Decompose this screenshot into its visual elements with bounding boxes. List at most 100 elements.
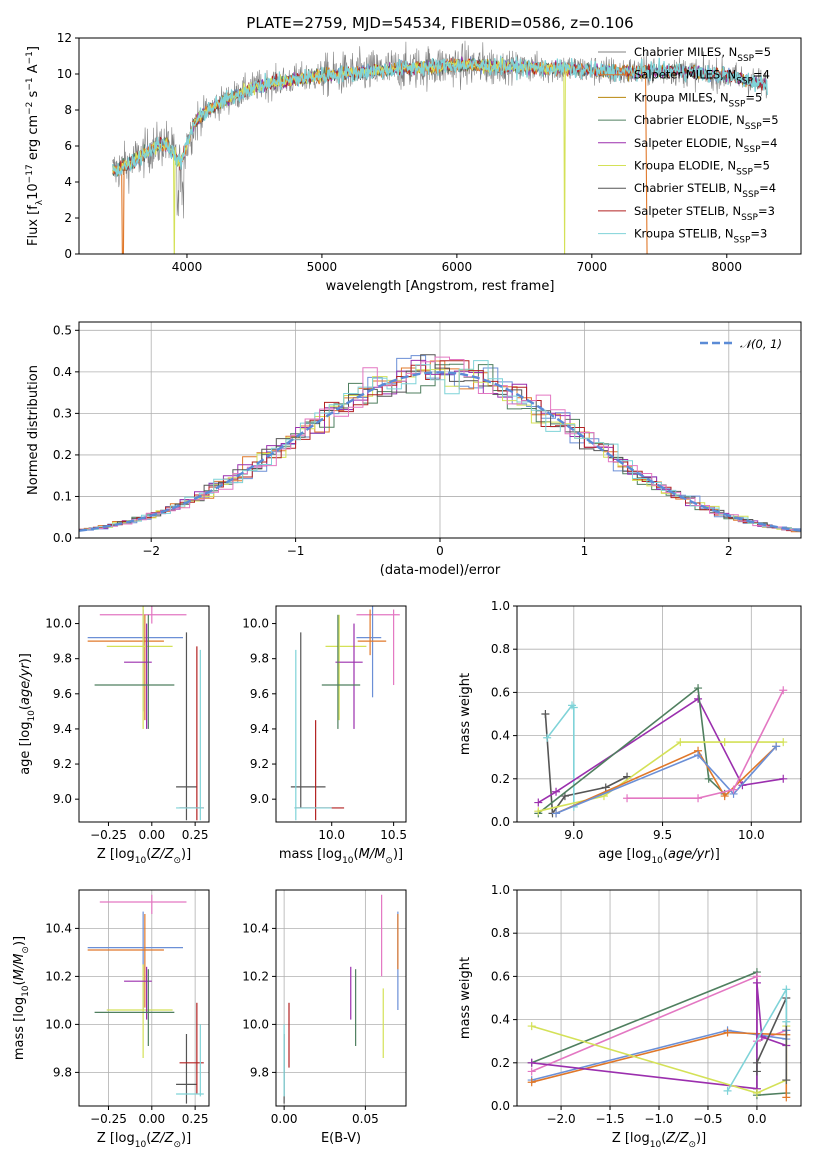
y-tick-label: 9.8 bbox=[250, 652, 269, 666]
y-axis-label: age [log10(age/yr)] bbox=[18, 653, 37, 775]
x-tick-label: 0.05 bbox=[352, 1112, 379, 1126]
x-tick-label: 10.0 bbox=[738, 828, 765, 842]
x-tick-label: 9.0 bbox=[564, 828, 583, 842]
x-tick-label: 9.5 bbox=[653, 828, 672, 842]
plus-marker bbox=[752, 978, 761, 987]
y-tick-label: 9.4 bbox=[53, 722, 72, 736]
y-tick-label: 0.1 bbox=[53, 489, 72, 503]
plus-marker bbox=[752, 1089, 761, 1098]
model-salpeter_miles bbox=[112, 58, 648, 254]
plus-marker bbox=[694, 684, 703, 693]
y-tick-label: 0.2 bbox=[491, 1056, 510, 1070]
plus-marker bbox=[694, 794, 703, 803]
x-tick-label: −1 bbox=[287, 544, 305, 558]
plus-marker bbox=[752, 1067, 761, 1076]
y-tick-label: 0 bbox=[64, 247, 72, 261]
plus-marker bbox=[527, 1022, 536, 1031]
y-tick-label: 10.4 bbox=[242, 921, 269, 935]
y-tick-label: 10.0 bbox=[242, 617, 269, 631]
weight-line-salpeter_elodie bbox=[537, 697, 784, 804]
y-tick-label: 0.0 bbox=[53, 531, 72, 545]
y-tick-label: 10.0 bbox=[45, 617, 72, 631]
plus-marker bbox=[720, 792, 729, 801]
y-tick-label: 0.2 bbox=[53, 448, 72, 462]
plus-marker bbox=[569, 703, 578, 712]
y-axis-label: mass weight bbox=[458, 957, 473, 1039]
x-tick-label: −0.25 bbox=[90, 1112, 127, 1126]
y-tick-label: 12 bbox=[57, 31, 72, 45]
y-tick-label: 9.6 bbox=[250, 687, 269, 701]
y-tick-label: 8 bbox=[64, 103, 72, 117]
weight-line-salpeter_miles bbox=[555, 745, 777, 815]
x-tick-label: −0.25 bbox=[90, 828, 127, 842]
y-tick-label: 10 bbox=[57, 67, 72, 81]
panel-2: −2 −1 0 1 2 0.0 0.1 0.2 0.3 0.4 0.5 (data-model)/er… bbox=[26, 321, 802, 578]
plot-area bbox=[87, 606, 204, 821]
legend-entry: Salpeter MILES, NSSP=4 bbox=[634, 68, 770, 87]
x-axis-label: (data-model)/error bbox=[380, 563, 501, 578]
plus-marker bbox=[601, 783, 610, 792]
y-tick-label: 10.0 bbox=[242, 1017, 269, 1031]
legend-entry: Salpeter ELODIE, NSSP=4 bbox=[634, 136, 777, 155]
legend-entry: Kroupa MILES, NSSP=5 bbox=[634, 90, 762, 109]
x-tick-label: 8000 bbox=[712, 260, 743, 274]
panel-3: −0.25 0.00 0.25 9.0 9.2 9.4 9.6 9.8 10.0 Z [log10… bbox=[18, 605, 210, 866]
plus-marker bbox=[541, 710, 550, 718]
panel-5: 9.0 9.5 10.0 0.0 0.2 0.4 0.6 0.8 1.0 age [log10(a… bbox=[458, 599, 802, 866]
plus-marker bbox=[552, 809, 561, 818]
y-axis-label: Flux [fλ10−17 erg cm−2 s−1 A−1] bbox=[25, 46, 45, 246]
y-tick-label: 10.4 bbox=[45, 921, 72, 935]
plus-marker bbox=[543, 733, 552, 742]
weight-line-kroupa_stelib bbox=[546, 704, 575, 807]
plus-marker bbox=[772, 742, 781, 751]
x-tick-label: −0.5 bbox=[693, 1112, 722, 1126]
panel-7: 0.00 0.05 9.8 10.0 10.2 10.4 E(B-V) bbox=[242, 889, 407, 1146]
plus-marker bbox=[623, 794, 632, 803]
y-tick-label: 9.0 bbox=[53, 792, 72, 806]
x-tick-label: 0.00 bbox=[138, 828, 165, 842]
y-tick-label: 9.0 bbox=[250, 792, 269, 806]
y-tick-label: 6 bbox=[64, 139, 72, 153]
x-tick-label: −2 bbox=[142, 544, 160, 558]
y-tick-label: 9.8 bbox=[250, 1065, 269, 1079]
y-tick-label: 1.0 bbox=[491, 883, 510, 897]
plus-marker bbox=[779, 686, 788, 695]
y-tick-label: 0.4 bbox=[53, 365, 72, 379]
y-tick-label: 0.6 bbox=[491, 685, 510, 699]
x-tick-label: −2.0 bbox=[546, 1112, 575, 1126]
plus-marker bbox=[723, 1028, 732, 1037]
y-tick-label: 0.8 bbox=[491, 642, 510, 656]
axes-frame bbox=[78, 37, 802, 255]
axes-frame bbox=[78, 889, 210, 1107]
x-tick-label: 6000 bbox=[442, 260, 473, 274]
plus-marker bbox=[694, 751, 703, 760]
y-tick-label: 1.0 bbox=[491, 599, 510, 613]
x-tick-label: −1.0 bbox=[644, 1112, 673, 1126]
y-tick-label: 9.2 bbox=[53, 757, 72, 771]
normal-curve bbox=[79, 371, 801, 532]
plus-marker bbox=[729, 785, 738, 794]
legend-entry: Chabrier MILES, NSSP=5 bbox=[634, 45, 771, 64]
y-tick-label: 0.5 bbox=[53, 323, 72, 337]
histogram-chabrier_stelib bbox=[88, 354, 801, 531]
plus-marker bbox=[779, 738, 788, 747]
x-tick-label: 0 bbox=[436, 544, 444, 558]
y-axis-label: mass [log10(M/M⊙)] bbox=[12, 936, 31, 1060]
axes-frame bbox=[275, 605, 407, 823]
x-axis-label: Z [log10(Z/Z⊙)] bbox=[97, 847, 191, 866]
x-tick-label: 5000 bbox=[307, 260, 338, 274]
legend-entry: 𝒩(0, 1) bbox=[740, 337, 782, 351]
weight-line-chabrier_stelib bbox=[756, 997, 788, 1081]
y-tick-label: 0.0 bbox=[491, 815, 510, 829]
y-tick-label: 0.6 bbox=[491, 969, 510, 983]
y-tick-label: 0.8 bbox=[491, 926, 510, 940]
plus-marker bbox=[676, 738, 685, 747]
plus-marker bbox=[720, 738, 729, 747]
plus-marker bbox=[527, 1058, 536, 1067]
plus-marker bbox=[738, 781, 747, 790]
x-tick-label: −1.5 bbox=[595, 1112, 624, 1126]
plot-area bbox=[527, 968, 791, 1102]
x-tick-label: 0.00 bbox=[271, 1112, 298, 1126]
panel-1: 4000 5000 6000 7000 8000 0 2 4 6 8 10 12 wavelength … bbox=[25, 31, 802, 294]
